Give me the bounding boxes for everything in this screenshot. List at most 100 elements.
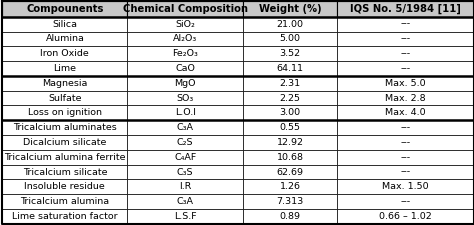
Bar <box>243 61 337 76</box>
Bar <box>2 150 128 165</box>
Text: 12.92: 12.92 <box>276 138 303 147</box>
Text: Lime: Lime <box>54 64 76 73</box>
Text: 3.52: 3.52 <box>280 49 301 58</box>
Text: CaO: CaO <box>175 64 195 73</box>
Text: Sulfate: Sulfate <box>48 94 82 103</box>
Text: Max. 2.8: Max. 2.8 <box>385 94 426 103</box>
Bar <box>2 46 128 61</box>
Bar <box>128 61 243 76</box>
Bar <box>128 32 243 46</box>
Text: Magnesia: Magnesia <box>42 79 88 88</box>
Bar <box>337 32 474 46</box>
Bar <box>243 46 337 61</box>
Bar <box>2 1 128 17</box>
Text: ---: --- <box>401 20 410 29</box>
Text: Al₂O₃: Al₂O₃ <box>173 34 197 43</box>
Bar <box>337 17 474 32</box>
Bar <box>128 120 243 135</box>
Bar <box>337 209 474 224</box>
Bar <box>337 76 474 91</box>
Text: Tricalcium alumina: Tricalcium alumina <box>20 197 109 206</box>
Text: ---: --- <box>401 64 410 73</box>
Text: Tricalcium silicate: Tricalcium silicate <box>23 168 107 177</box>
Text: 0.55: 0.55 <box>280 123 301 132</box>
Text: 5.00: 5.00 <box>280 34 301 43</box>
Bar <box>243 165 337 180</box>
Text: Lime saturation factor: Lime saturation factor <box>12 212 118 221</box>
Text: Tricalcium aluminates: Tricalcium aluminates <box>13 123 117 132</box>
Text: Insoluble residue: Insoluble residue <box>25 182 105 191</box>
Bar <box>243 1 337 17</box>
Bar <box>2 17 128 32</box>
Bar <box>2 209 128 224</box>
Text: Alumina: Alumina <box>46 34 84 43</box>
Text: Weight (%): Weight (%) <box>259 4 321 14</box>
Text: 0.89: 0.89 <box>280 212 301 221</box>
Text: ---: --- <box>401 34 410 43</box>
Bar <box>128 17 243 32</box>
Text: Silica: Silica <box>52 20 77 29</box>
Text: SO₃: SO₃ <box>176 94 194 103</box>
Bar <box>2 135 128 150</box>
Bar <box>337 180 474 194</box>
Bar <box>2 165 128 180</box>
Text: Loss on ignition: Loss on ignition <box>28 108 102 117</box>
Text: 0.66 – 1.02: 0.66 – 1.02 <box>379 212 432 221</box>
Bar <box>337 150 474 165</box>
Bar <box>337 46 474 61</box>
Bar <box>243 194 337 209</box>
Bar <box>2 180 128 194</box>
Text: IQS No. 5/1984 [11]: IQS No. 5/1984 [11] <box>350 4 461 14</box>
Text: C₃A: C₃A <box>177 197 193 206</box>
Bar <box>337 61 474 76</box>
Text: ---: --- <box>401 49 410 58</box>
Bar <box>243 209 337 224</box>
Bar <box>243 106 337 120</box>
Bar <box>243 150 337 165</box>
Text: 7.313: 7.313 <box>276 197 304 206</box>
Bar <box>128 165 243 180</box>
Bar <box>243 91 337 106</box>
Bar <box>243 180 337 194</box>
Bar <box>243 76 337 91</box>
Bar <box>2 194 128 209</box>
Bar <box>128 209 243 224</box>
Text: 2.31: 2.31 <box>280 79 301 88</box>
Bar <box>337 135 474 150</box>
Bar <box>128 46 243 61</box>
Bar <box>337 120 474 135</box>
Bar <box>337 1 474 17</box>
Text: ---: --- <box>401 123 410 132</box>
Bar <box>128 180 243 194</box>
Bar <box>128 194 243 209</box>
Bar <box>2 106 128 120</box>
Text: 3.00: 3.00 <box>280 108 301 117</box>
Bar <box>2 76 128 91</box>
Bar <box>2 120 128 135</box>
Text: Iron Oxide: Iron Oxide <box>40 49 89 58</box>
Text: ---: --- <box>401 168 410 177</box>
Text: L.S.F: L.S.F <box>174 212 196 221</box>
Bar <box>243 32 337 46</box>
Text: Max. 4.0: Max. 4.0 <box>385 108 426 117</box>
Bar <box>128 1 243 17</box>
Text: Max. 1.50: Max. 1.50 <box>383 182 429 191</box>
Text: 62.69: 62.69 <box>276 168 303 177</box>
Bar <box>337 165 474 180</box>
Text: 64.11: 64.11 <box>276 64 303 73</box>
Text: Tricalcium alumina ferrite: Tricalcium alumina ferrite <box>4 153 126 162</box>
Text: C₄AF: C₄AF <box>174 153 196 162</box>
Text: Fe₂O₃: Fe₂O₃ <box>172 49 198 58</box>
Text: Dicalcium silicate: Dicalcium silicate <box>23 138 107 147</box>
Bar <box>337 106 474 120</box>
Bar <box>128 135 243 150</box>
Bar <box>337 91 474 106</box>
Bar <box>2 61 128 76</box>
Bar <box>128 76 243 91</box>
Text: Chemical Composition: Chemical Composition <box>123 4 247 14</box>
Text: Max. 5.0: Max. 5.0 <box>385 79 426 88</box>
Text: ---: --- <box>401 197 410 206</box>
Text: I.R: I.R <box>179 182 191 191</box>
Bar <box>128 150 243 165</box>
Text: ---: --- <box>401 153 410 162</box>
